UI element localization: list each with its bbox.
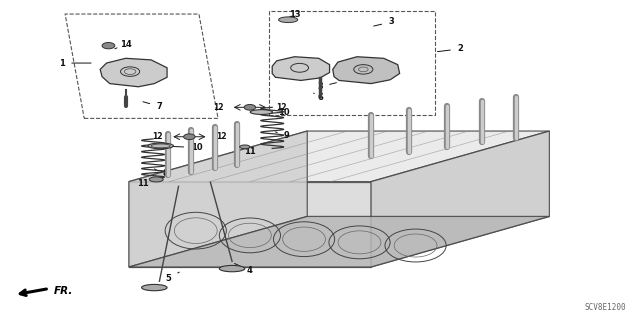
Ellipse shape [141,285,167,291]
Text: 11: 11 [244,147,256,156]
Text: 11: 11 [137,179,152,188]
Text: 7: 7 [143,102,163,111]
Polygon shape [129,216,549,267]
Polygon shape [100,58,167,87]
Text: 12: 12 [152,132,163,141]
Ellipse shape [149,177,163,182]
Text: FR.: FR. [54,286,73,296]
Text: 2: 2 [438,44,463,53]
Text: SCV8E1200: SCV8E1200 [584,303,626,312]
Text: 12: 12 [212,103,223,112]
Polygon shape [272,57,330,80]
Text: 9: 9 [275,131,290,140]
Text: 8: 8 [154,169,169,178]
Text: 6: 6 [314,93,323,102]
Text: 12: 12 [276,103,287,112]
Text: 1: 1 [59,59,91,68]
Text: 4: 4 [235,263,253,275]
Polygon shape [129,182,371,267]
Ellipse shape [240,145,250,149]
Ellipse shape [250,110,273,115]
Text: 3: 3 [374,18,394,26]
Circle shape [184,134,195,140]
Text: 14: 14 [115,40,132,49]
Text: 5: 5 [165,272,179,283]
Text: 13: 13 [289,10,300,19]
Polygon shape [333,57,399,84]
Polygon shape [371,131,549,267]
Text: 10: 10 [262,108,290,117]
Text: 3: 3 [317,82,337,91]
Ellipse shape [148,143,173,149]
Ellipse shape [278,17,298,23]
Polygon shape [129,131,307,267]
Text: 12: 12 [216,132,227,141]
Polygon shape [129,131,549,182]
Ellipse shape [220,265,245,272]
Circle shape [244,105,255,110]
Ellipse shape [102,42,115,49]
Text: 10: 10 [162,143,202,152]
